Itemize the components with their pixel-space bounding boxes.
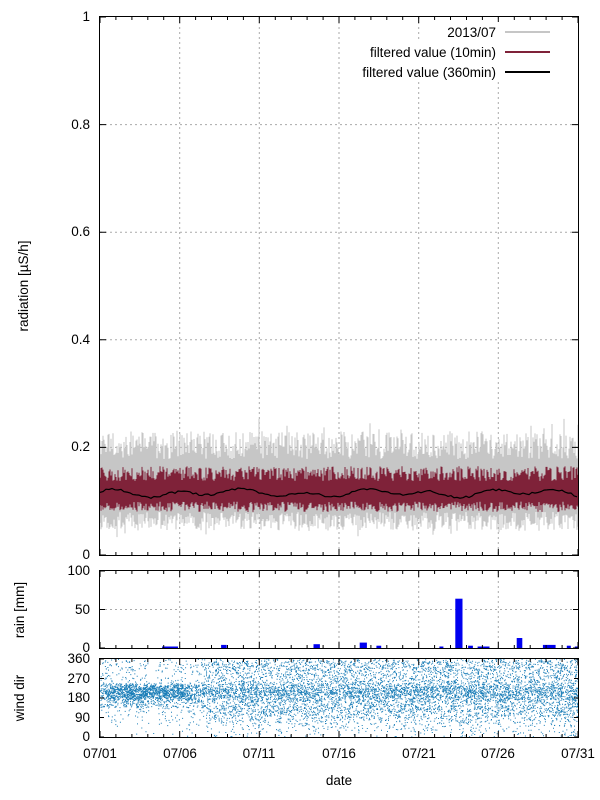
rain-ytick-label: 50 [74, 602, 90, 617]
rain-bar [221, 644, 227, 648]
rain-bar [455, 598, 463, 648]
rain-bar [162, 646, 178, 648]
legend-label: filtered value (360min) [362, 64, 496, 80]
rain-bar [359, 642, 367, 648]
rain-bar [468, 645, 473, 648]
wind-ticks [100, 659, 578, 737]
radiation-ytick-label: 0.4 [71, 332, 90, 347]
radiation-ytick-label: 0.2 [71, 439, 90, 454]
wind-ytick-label: 360 [67, 651, 90, 666]
x-axis-label: date [325, 773, 353, 788]
date-tick-label: 07/31 [561, 746, 595, 761]
rain-bar [477, 646, 490, 648]
legend-row: filtered value (360min) [357, 62, 550, 82]
radiation-ytick-label: 0.6 [71, 224, 90, 239]
radiation-ytick-label: 0 [82, 547, 90, 562]
wind-axis-label: wind dir [12, 674, 27, 722]
legend-row: filtered value (10min) [364, 42, 550, 62]
date-tick-label: 07/11 [242, 746, 276, 761]
radiation-axis-label: radiation [µS/h] [16, 240, 31, 332]
rain-bar [542, 644, 556, 648]
date-tick-label: 07/21 [402, 746, 436, 761]
rain-bar [439, 646, 444, 648]
rain-panel [99, 570, 579, 649]
wind-dir-panel [99, 658, 579, 738]
date-tick-label: 07/16 [322, 746, 356, 761]
rain-ytick-label: 0 [82, 640, 90, 655]
rain-gridlines [100, 571, 578, 648]
rain-bar [566, 645, 571, 648]
wind-dir-dots [100, 659, 578, 737]
wind-ytick-label: 180 [67, 690, 90, 705]
legend: 2013/07 filtered value (10min) filtered va… [357, 22, 550, 82]
legend-line-sample [505, 51, 550, 53]
date-tick-label: 07/01 [83, 746, 117, 761]
wind-ytick-label: 270 [67, 671, 90, 686]
wind-ytick-label: 0 [82, 729, 90, 744]
radiation-ticks [100, 17, 578, 555]
rain-bar [376, 645, 382, 648]
rain-bar [516, 638, 523, 648]
rain-bar [574, 646, 578, 648]
rain-plot [100, 571, 578, 648]
legend-label: 2013/07 [447, 24, 496, 40]
radiation-ytick-label: 1 [82, 9, 90, 24]
rain-ticks [100, 571, 578, 648]
radiation-gridlines [100, 17, 578, 555]
radiation-plot [100, 17, 578, 555]
legend-line-sample [505, 31, 550, 33]
rain-bar [313, 644, 320, 648]
filtered-360min-line [100, 487, 578, 499]
legend-label: filtered value (10min) [369, 44, 496, 60]
wind-dir-plot [100, 659, 578, 737]
radiation-ytick-label: 0.8 [71, 117, 90, 132]
date-tick-label: 07/26 [481, 746, 515, 761]
legend-row: 2013/07 [442, 22, 550, 42]
radiation-panel [99, 16, 579, 556]
legend-line-sample [505, 71, 550, 73]
date-tick-label: 07/06 [163, 746, 197, 761]
filtered-10min-band [100, 466, 578, 512]
wind-ytick-label: 90 [74, 710, 90, 725]
rain-ytick-label: 100 [67, 563, 90, 578]
